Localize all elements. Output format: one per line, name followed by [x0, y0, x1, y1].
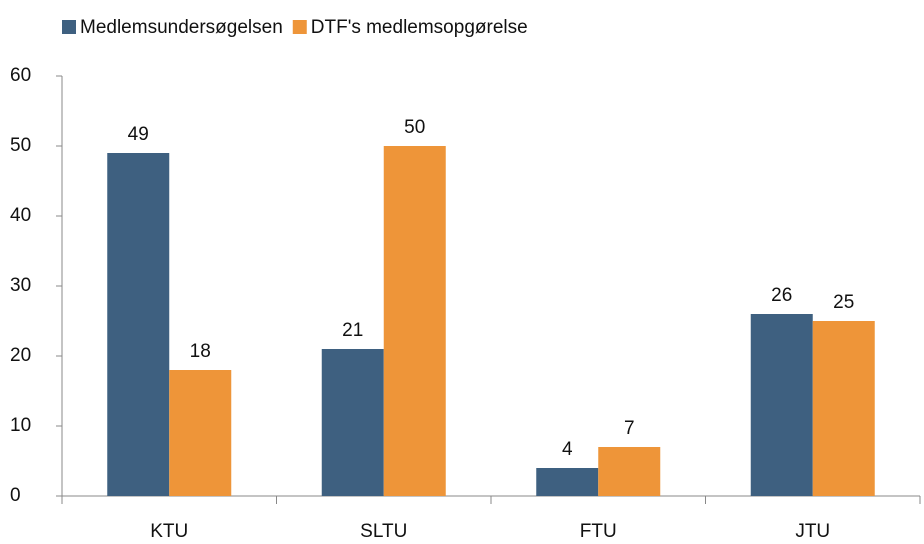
value-label: 4 — [562, 439, 573, 460]
y-tick-label: 0 — [10, 485, 21, 506]
x-tick-label: SLTU — [360, 521, 407, 542]
bar — [536, 468, 599, 496]
value-label: 49 — [128, 124, 149, 145]
y-tick-label: 10 — [10, 415, 31, 436]
legend-label: DTF's medlemsopgørelse — [311, 17, 528, 38]
legend-label: Medlemsundersøgelsen — [80, 17, 283, 38]
y-tick-label: 40 — [10, 205, 31, 226]
bar — [321, 349, 384, 496]
value-label: 7 — [624, 418, 635, 439]
y-tick-label: 20 — [10, 345, 31, 366]
bar — [750, 314, 813, 496]
x-tick-label: JTU — [795, 521, 830, 542]
bar — [107, 153, 170, 496]
value-label: 25 — [833, 292, 854, 313]
legend-swatch — [292, 20, 307, 34]
x-tick-label: FTU — [580, 521, 617, 542]
y-tick-label: 60 — [10, 65, 31, 86]
value-label: 18 — [190, 341, 211, 362]
value-label: 26 — [771, 285, 792, 306]
value-label: 50 — [404, 117, 425, 138]
value-label: 21 — [342, 320, 363, 341]
y-tick-label: 30 — [10, 275, 31, 296]
bar — [598, 447, 661, 496]
bar — [383, 146, 446, 496]
bar — [812, 321, 875, 496]
x-tick-label: KTU — [150, 521, 188, 542]
legend-swatch — [62, 20, 76, 34]
bar — [169, 370, 232, 496]
y-tick-label: 50 — [10, 135, 31, 156]
